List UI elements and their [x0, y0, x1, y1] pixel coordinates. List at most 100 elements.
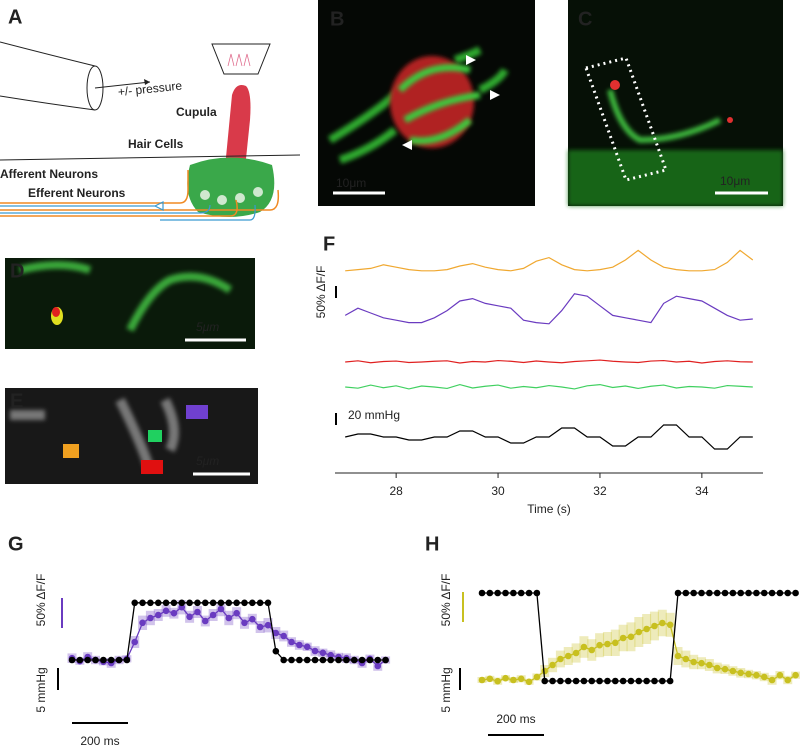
afferent-label: Afferent Neurons: [0, 167, 98, 181]
data-point: [374, 662, 382, 670]
data-point: [674, 652, 682, 660]
data-point: [792, 589, 799, 597]
data-point: [666, 621, 674, 629]
data-point: [131, 599, 139, 607]
data-point: [611, 677, 619, 685]
data-point: [233, 599, 240, 607]
data-point: [92, 656, 99, 664]
data-point: [784, 676, 792, 684]
data-point: [721, 665, 729, 673]
data-point: [580, 677, 588, 685]
data-point: [233, 609, 240, 617]
scale-label: 50% ΔF/F: [314, 266, 328, 319]
data-point: [350, 656, 358, 664]
data-point: [264, 599, 272, 607]
data-point: [753, 589, 760, 597]
data-point: [698, 589, 705, 597]
data-point: [194, 608, 201, 616]
scale-label: 200 ms: [80, 734, 119, 747]
data-point: [604, 677, 611, 685]
data-point: [217, 599, 225, 607]
micrograph-b: 10μm: [318, 0, 535, 206]
scale-label: 50% ΔF/F: [34, 574, 48, 627]
data-point: [635, 628, 643, 636]
data-point: [706, 661, 713, 669]
panel-label: C: [578, 8, 592, 30]
scale-label: 5μm: [196, 454, 219, 468]
data-point: [619, 634, 627, 642]
data-point: [627, 677, 635, 685]
data-point: [784, 589, 792, 597]
data-point: [186, 613, 193, 621]
micrograph-e: 5μm: [5, 388, 258, 484]
data-point: [327, 656, 335, 664]
data-point: [541, 677, 549, 685]
data-point: [745, 670, 752, 678]
panel-label: F: [323, 233, 335, 255]
data-point: [768, 589, 776, 597]
data-point: [264, 621, 272, 629]
data-point: [698, 659, 705, 667]
data-point: [374, 656, 382, 664]
data-point: [517, 589, 525, 597]
data-point: [533, 589, 541, 597]
data-point: [115, 656, 123, 664]
x-tick-label: 32: [593, 484, 607, 498]
data-point: [178, 599, 186, 607]
data-point: [596, 641, 603, 649]
data-point: [510, 589, 517, 597]
scale-label: 200 ms: [496, 712, 535, 726]
panel-label: B: [330, 8, 344, 30]
data-point: [721, 589, 729, 597]
data-point: [713, 589, 721, 597]
scale-label: 20 mmHg: [348, 408, 400, 422]
data-point: [335, 656, 342, 664]
data-point: [572, 677, 580, 685]
data-point: [170, 599, 178, 607]
data-point: [478, 676, 486, 684]
data-point: [588, 646, 596, 654]
data-point: [303, 656, 311, 664]
micrograph-c: 10μm: [568, 0, 783, 206]
data-point: [249, 615, 256, 623]
scale-label: 10μm: [336, 176, 366, 190]
pressure-label: +/- pressure: [117, 78, 183, 99]
data-point: [768, 676, 776, 684]
data-point: [510, 676, 517, 684]
data-point: [541, 667, 549, 675]
x-axis-title: Time (s): [527, 502, 571, 516]
data-point: [690, 658, 697, 666]
data-point: [564, 652, 572, 660]
data-point: [288, 638, 295, 646]
data-point: [580, 643, 588, 651]
trace: [345, 383, 753, 390]
data-point: [201, 617, 209, 625]
data-point: [162, 599, 170, 607]
data-point: [706, 589, 713, 597]
data-point: [564, 677, 572, 685]
data-point: [557, 655, 564, 663]
data-point: [596, 677, 603, 685]
data-point: [139, 619, 146, 627]
panel-label: G: [8, 533, 24, 555]
data-point: [209, 599, 217, 607]
data-point: [162, 607, 170, 615]
x-tick-label: 30: [491, 484, 505, 498]
data-point: [643, 625, 650, 633]
data-point: [525, 678, 533, 686]
data-point: [311, 656, 319, 664]
trace: [345, 359, 753, 364]
data-point: [296, 641, 303, 649]
trace: [344, 293, 753, 325]
data-point: [776, 589, 784, 597]
data-point: [343, 656, 350, 664]
micrograph-d: 5μm: [5, 258, 255, 349]
data-point: [241, 599, 248, 607]
data-point: [280, 632, 287, 640]
panel-label: D: [10, 260, 24, 282]
x-tick-label: 34: [695, 484, 709, 498]
data-point: [288, 656, 295, 664]
data-point: [147, 614, 154, 622]
data-point: [776, 671, 784, 679]
data-point: [792, 671, 799, 679]
